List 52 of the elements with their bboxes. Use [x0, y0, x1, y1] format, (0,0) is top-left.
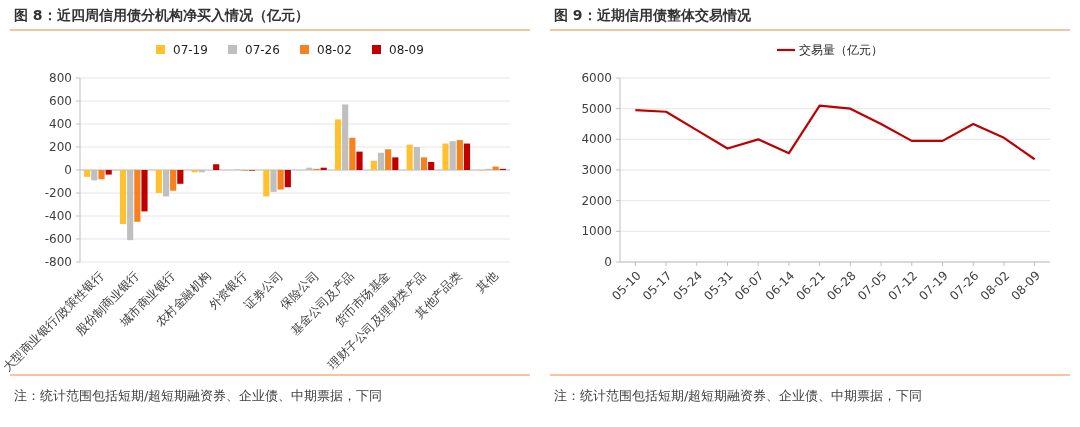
bar	[84, 170, 91, 177]
y-tick-label: 4000	[581, 132, 612, 147]
bar	[428, 161, 435, 170]
bar	[406, 144, 413, 170]
bar	[442, 143, 449, 170]
text: 注：统计范围包括短期/超短期融资券、企业债、中期票据，下同	[14, 388, 383, 403]
bar	[213, 164, 220, 170]
bar	[370, 160, 377, 170]
bar	[263, 170, 270, 197]
y-tick-label: -400	[44, 209, 72, 223]
y-tick-label: -800	[44, 255, 72, 269]
bar	[98, 170, 105, 180]
bar	[170, 170, 177, 191]
bar	[284, 170, 291, 188]
legend-label: 08-02	[317, 43, 352, 57]
y-tick-label: -600	[44, 232, 72, 246]
y-tick-label: 400	[49, 117, 72, 131]
bar	[141, 170, 148, 212]
bar	[456, 140, 463, 170]
y-tick-label: 1000	[581, 224, 612, 239]
bar	[105, 170, 112, 175]
y-tick-label: 2000	[581, 193, 612, 208]
legend-label: 07-19	[173, 43, 208, 57]
y-tick-label: 0	[64, 163, 72, 177]
y-tick-label: 800	[49, 71, 72, 85]
y-tick-label: -200	[44, 186, 72, 200]
bar	[356, 151, 363, 170]
bar	[392, 157, 399, 170]
chart-title: 图 9：近期信用债整体交易情况	[554, 7, 752, 23]
bar	[134, 170, 141, 222]
text: 注：统计范围包括短期/超短期融资券、企业债、中期票据，下同	[554, 388, 923, 403]
bar	[463, 143, 471, 170]
bar	[155, 170, 162, 193]
legend-label: 08-09	[389, 43, 424, 57]
y-tick-label: 200	[49, 140, 72, 154]
chart-title: 图 8：近四周信用债分机构净买入情况（亿元）	[14, 7, 309, 23]
legend-label: 07-26	[245, 43, 280, 57]
bar	[334, 119, 342, 170]
bar	[385, 149, 392, 170]
bar	[277, 170, 284, 190]
y-tick-label: 600	[49, 94, 72, 108]
y-tick-label: 5000	[581, 101, 612, 116]
y-tick-label: 6000	[581, 71, 612, 85]
legend-label: 交易量（亿元）	[799, 43, 883, 57]
bar	[420, 157, 428, 170]
y-tick-label: 0	[604, 255, 612, 269]
line-series	[634, 104, 1036, 161]
y-tick-label: 3000	[581, 163, 612, 177]
bar	[119, 170, 127, 225]
bar	[177, 170, 184, 184]
bar	[349, 137, 356, 170]
x-tick-label: 其他	[473, 268, 501, 296]
